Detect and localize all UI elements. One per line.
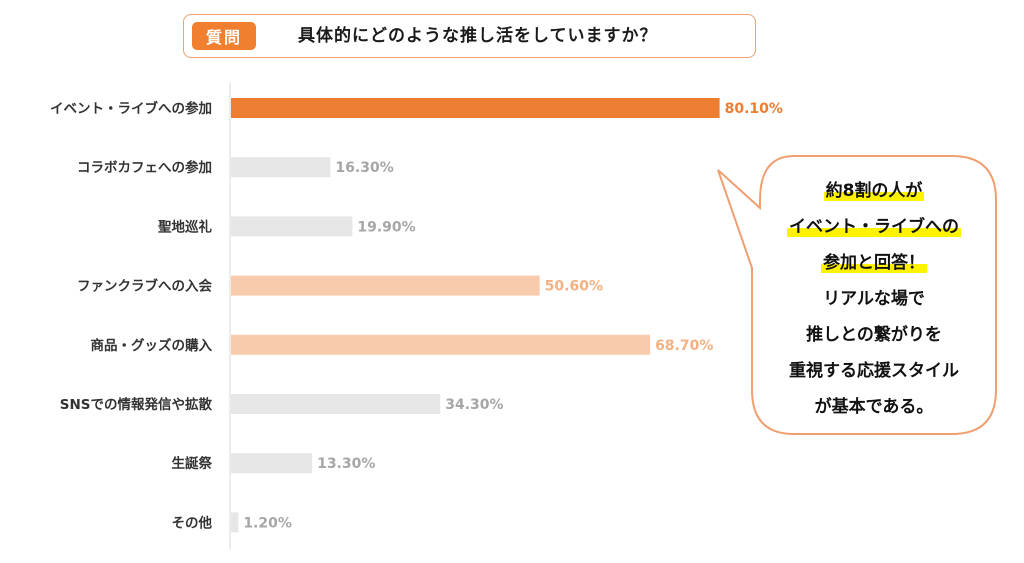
callout-line: 重視する応援スタイル — [789, 361, 959, 381]
value-label: 19.90% — [357, 219, 415, 235]
category-label: 聖地巡礼 — [158, 218, 212, 235]
callout-line: が基本である。 — [814, 397, 934, 417]
question-text: 具体的にどのような推し活をしていますか？ — [298, 26, 658, 46]
category-label: 生誕祭 — [172, 455, 213, 472]
category-label: ファンクラブへの入会 — [77, 278, 212, 295]
bar — [231, 98, 720, 118]
value-label: 13.30% — [317, 456, 375, 472]
value-label: 68.70% — [655, 338, 713, 354]
bar — [231, 453, 313, 474]
callout-line: リアルな場で — [823, 289, 925, 309]
bar — [231, 394, 441, 414]
callout-line: 約8割の人が — [823, 181, 925, 201]
value-label: 16.30% — [335, 160, 393, 176]
value-label: 80.10% — [725, 101, 783, 117]
callout-line: 参加と回答！ — [821, 253, 927, 273]
bar — [231, 334, 651, 355]
bar — [231, 512, 239, 533]
category-label: SNSでの情報発信や拡散 — [60, 396, 213, 413]
value-label: 50.60% — [545, 279, 603, 295]
value-label: 1.20% — [243, 515, 292, 531]
bar — [231, 216, 353, 237]
callout: 約8割の人がイベント・ライブへの 参加と回答！ リアルな場で 推しとの繋がりを 重視する… — [752, 168, 996, 430]
category-label: コラボカフェへの参加 — [77, 159, 212, 176]
category-label: イベント・ライブへの参加 — [50, 100, 212, 117]
bar — [231, 275, 540, 296]
question-box: 質問 具体的にどのような推し活をしていますか？ — [183, 14, 756, 58]
question-badge: 質問 — [192, 22, 256, 50]
value-label: 34.30% — [445, 397, 503, 413]
bar — [231, 157, 331, 178]
category-label: 商品・グッズの購入 — [91, 337, 213, 354]
callout-line: イベント・ライブへの — [787, 217, 961, 237]
callout-line: 推しとの繋がりを — [806, 325, 942, 345]
category-label: その他 — [172, 514, 213, 531]
